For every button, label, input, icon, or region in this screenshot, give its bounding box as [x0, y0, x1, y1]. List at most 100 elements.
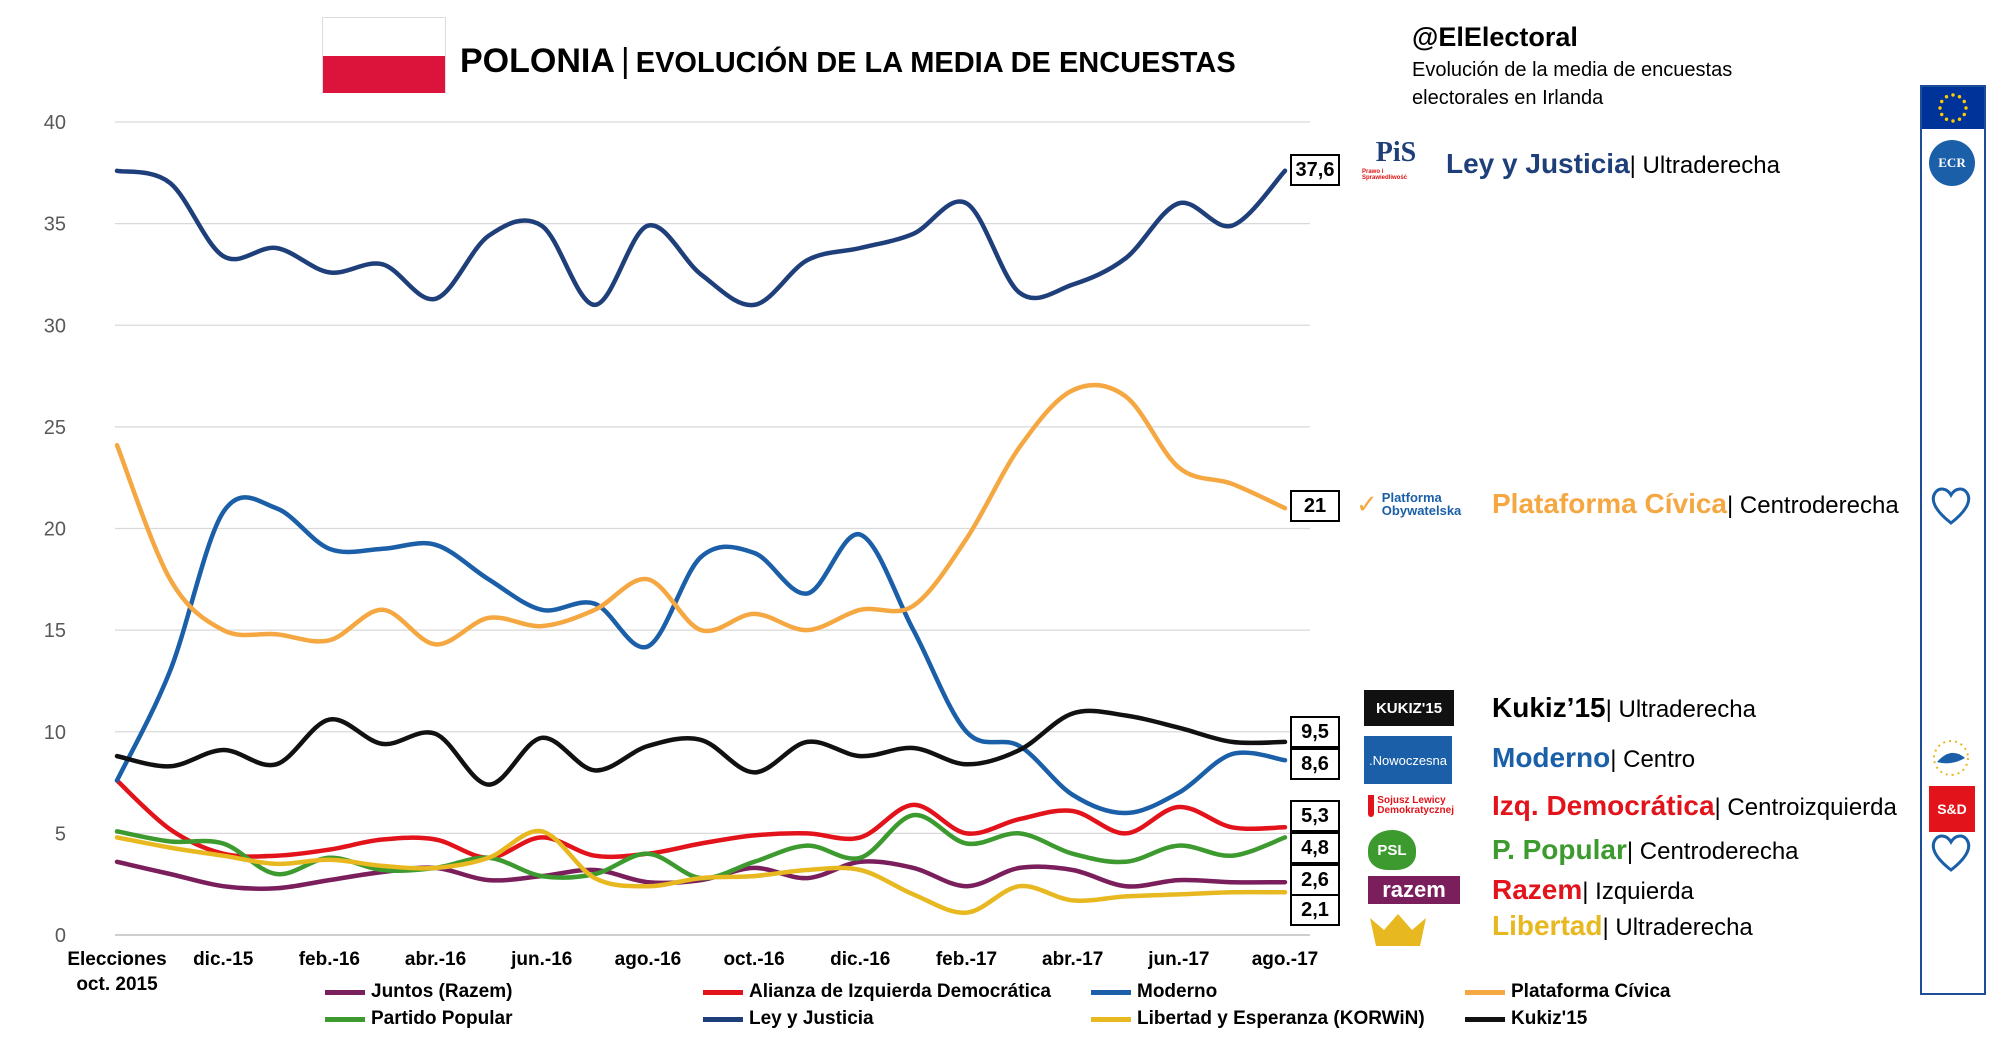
- y-axis-ticks: 0 5 10 15 20 25 30 35 40: [44, 112, 66, 947]
- legend-label: Moderno: [1137, 981, 1218, 1002]
- sd-group-icon: S&D: [1929, 786, 1975, 832]
- legend-item-sld: Alianza de Izquierda Democrática: [703, 981, 1051, 1003]
- y-tick-label: 5: [55, 823, 66, 845]
- alde-group-icon: [1929, 738, 1975, 784]
- legend-item-kukiz: Kukiz'15: [1465, 1008, 1587, 1030]
- pis-logo-sub: Prawo i Sprawiedliwość: [1362, 169, 1408, 181]
- party-ideology-kukiz: | Ultraderecha: [1605, 696, 1756, 723]
- series-line-alianza-de-izquierda-democr-tica: [114, 778, 1288, 861]
- epp-heart-icon-2: [1929, 832, 1975, 878]
- series-line-ley-y-justicia: [114, 168, 1288, 308]
- series-line-plataforma-c-vica: [114, 382, 1288, 647]
- legend-label: Alianza de Izquierda Democrática: [749, 981, 1051, 1002]
- x-tick-label: ago.-17: [1252, 949, 1319, 970]
- po-logo: ✓ Platforma Obywatelska: [1356, 484, 1488, 524]
- razem-logo: razem: [1368, 876, 1460, 904]
- legend-party-korwin: Libertad| Ultraderecha: [1492, 910, 1753, 942]
- party-name-pis: Ley y Justicia: [1446, 148, 1630, 179]
- x-tick-label: dic.-15: [193, 949, 254, 970]
- legend-swatch: [703, 989, 743, 995]
- crown-icon: [1370, 914, 1426, 946]
- y-tick-label: 10: [44, 722, 66, 744]
- kukiz-logo: KUKIZ'15: [1364, 690, 1454, 726]
- legend-swatch: [1091, 1016, 1131, 1022]
- legend-item-razem: Juntos (Razem): [325, 981, 512, 1003]
- epp-heart-icon: [1929, 485, 1975, 531]
- legend-label: Juntos (Razem): [371, 981, 513, 1002]
- party-name-razem: Razem: [1492, 874, 1583, 905]
- y-tick-label: 25: [44, 417, 66, 439]
- chart-title: POLONIA | EVOLUCIÓN DE LA MEDIA DE ENCUEST…: [460, 42, 1236, 81]
- legend-party-psl: P. Popular| Centroderecha: [1492, 834, 1799, 866]
- legend-swatch: [325, 1016, 365, 1022]
- eu-flag-icon: [1922, 87, 1984, 129]
- y-tick-label: 35: [44, 214, 66, 236]
- party-ideology-moderno: | Centro: [1610, 746, 1696, 773]
- end-label-razem: 2,6: [1290, 864, 1340, 896]
- ecr-group-icon: ECR: [1929, 140, 1975, 186]
- party-name-sld: Izq. Democrática: [1492, 790, 1715, 821]
- x-tick-label: abr.-17: [1042, 949, 1103, 970]
- party-ideology-sld: | Centroizquierda: [1714, 794, 1897, 821]
- x-tick-label: feb.-16: [299, 949, 360, 970]
- x-tick-label: feb.-17: [936, 949, 997, 970]
- sld-logo-text: Sojusz Lewicy Demokratycznej: [1377, 795, 1454, 816]
- legend-swatch: [1091, 989, 1131, 995]
- legend-item-pis: Ley y Justicia: [703, 1008, 874, 1030]
- series-line-partido-popular: [114, 812, 1288, 881]
- legend-party-sld: Izq. Democrática| Centroizquierda: [1492, 790, 1897, 822]
- twitter-handle: @ElElectoral: [1412, 22, 1578, 52]
- legend-swatch: [703, 1016, 743, 1022]
- end-label-psl: 4,8: [1290, 832, 1340, 864]
- legend-label: Partido Popular: [371, 1008, 513, 1029]
- pis-logo-text: PiS: [1375, 137, 1417, 168]
- party-name-korwin: Libertad: [1492, 910, 1603, 941]
- x-tick-label: ago.-16: [615, 949, 682, 970]
- series-line-juntos-razem-: [114, 859, 1288, 891]
- legend-swatch: [1465, 1016, 1505, 1022]
- end-label-sld: 5,3: [1290, 800, 1340, 832]
- x-tick-label: dic.-16: [830, 949, 890, 970]
- legend-label: Plataforma Cívica: [1511, 981, 1671, 1002]
- y-tick-label: 30: [44, 315, 66, 337]
- chart-series: [114, 168, 1288, 915]
- end-label-pis: 37,6: [1290, 154, 1340, 186]
- end-label-moderno: 8,6: [1290, 748, 1340, 780]
- party-ideology-korwin: | Ultraderecha: [1602, 914, 1753, 941]
- poland-flag: [322, 17, 446, 93]
- end-label-korwin: 2,1: [1290, 894, 1340, 926]
- x-tick-label: jun.-17: [1147, 949, 1209, 970]
- title-main: POLONIA: [460, 42, 615, 80]
- sld-logo: Sojusz Lewicy Demokratycznej: [1368, 790, 1454, 822]
- end-label-kukiz: 9,5: [1290, 716, 1340, 748]
- party-ideology-pis: | Ultraderecha: [1629, 152, 1780, 179]
- legend-party-moderno: Moderno| Centro: [1492, 742, 1695, 774]
- party-name-moderno: Moderno: [1492, 742, 1611, 773]
- series-line-libertad-y-esperanza-korwin-: [114, 828, 1288, 915]
- legend-party-kukiz: Kukiz’15| Ultraderecha: [1492, 692, 1756, 724]
- y-tick-label: 0: [55, 925, 66, 947]
- legend-party-po: Plataforma Cívica| Centroderecha: [1492, 488, 1899, 520]
- title-sub: EVOLUCIÓN DE LA MEDIA DE ENCUESTAS: [635, 47, 1236, 79]
- series-line-kukiz-15: [114, 708, 1288, 787]
- eu-groups-panel: [1920, 85, 1986, 995]
- legend-party-razem: Razem| Izquierda: [1492, 874, 1694, 906]
- y-tick-label: 20: [44, 519, 66, 541]
- legend-party-pis: Ley y Justicia| Ultraderecha: [1446, 148, 1780, 180]
- legend-item-moderno: Moderno: [1091, 981, 1217, 1003]
- pis-logo: PiS Prawo i Sprawiedliwość: [1362, 126, 1430, 192]
- legend-item-po: Plataforma Cívica: [1465, 981, 1670, 1003]
- x-tick-label: abr.-16: [405, 949, 466, 970]
- y-tick-label: 40: [44, 112, 66, 134]
- legend-swatch: [325, 989, 365, 995]
- series-line-moderno: [114, 495, 1288, 816]
- legend-label: Ley y Justicia: [749, 1008, 874, 1029]
- x-axis-ticks: Elecciones oct. 2015 dic.-15 feb.-16 abr.-16…: [67, 949, 1318, 995]
- end-label-po: 21: [1290, 490, 1340, 522]
- party-ideology-razem: | Izquierda: [1582, 878, 1694, 905]
- title-separator: |: [620, 42, 630, 80]
- legend-swatch: [1465, 989, 1505, 995]
- moderno-logo: .Nowoczesna: [1364, 736, 1452, 784]
- po-logo-text: Platforma Obywatelska: [1381, 490, 1462, 518]
